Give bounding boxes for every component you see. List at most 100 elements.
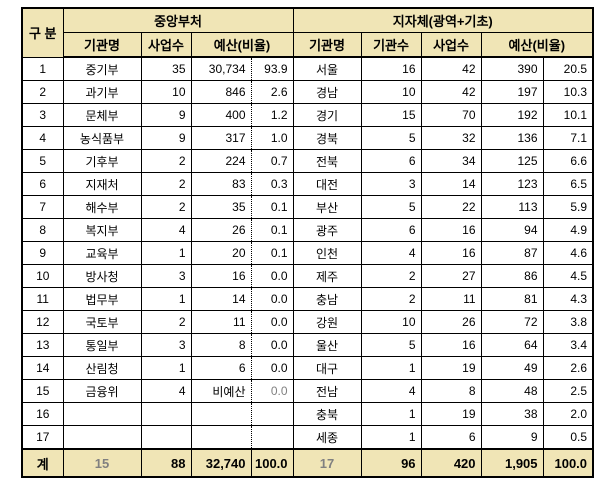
cell-ministry-name: 과기부 [62,80,142,104]
cell-row-number: 17 [21,425,64,450]
cell-region-name: 전북 [292,149,362,173]
total-row: 계 15 88 32,740 100.0 17 96 420 1,905 100… [21,448,594,478]
header-row-columns: 기관명 사업수 예산(비율) 기관명 기관수 사업수 예산(비율) [22,32,594,58]
cell-row-number: 13 [21,333,64,357]
cell-region-orgs: 10 [360,310,422,334]
cell-region-orgs: 3 [360,172,422,196]
cell-ministry-projects: 4 [140,218,192,242]
cell-region-ratio: 10.1 [542,103,594,127]
cell-ministry-ratio: 93.9 [250,56,294,81]
cell-ministry-name: 교육부 [62,241,142,265]
cell-ministry-ratio: 2.6 [250,80,294,104]
cell-region-orgs: 16 [360,56,422,81]
cell-region-ratio: 2.0 [542,402,594,426]
cell-ministry-ratio: 0.1 [250,241,294,265]
local-col-institution: 기관명 [292,32,362,58]
cell-region-budget: 72 [480,310,544,334]
cell-row-number: 16 [21,402,64,426]
cell-region-projects: 19 [420,356,482,380]
total-ministry-projects: 88 [140,448,192,478]
cell-row-number: 15 [21,379,64,403]
cell-ministry-projects: 2 [140,195,192,219]
total-region-budget: 1,905 [480,448,544,478]
cell-ministry-name: 중기부 [62,56,142,81]
total-ministry-ratio: 100.0 [250,448,294,478]
cell-ministry-budget: 846 [190,80,252,104]
cell-ministry-ratio [250,402,294,426]
cell-region-projects: 70 [420,103,482,127]
cell-ministry-projects: 1 [140,241,192,265]
cell-ministry-name: 지재처 [62,172,142,196]
cell-region-ratio: 6.6 [542,149,594,173]
table-row: 1 중기부 35 30,734 93.9 서울 16 42 390 20.5 [21,56,594,81]
cell-row-number: 11 [21,287,64,311]
total-region-ratio: 100.0 [542,448,594,478]
cell-region-orgs: 1 [360,402,422,426]
cell-ministry-budget: 400 [190,103,252,127]
cell-region-name: 인천 [292,241,362,265]
cell-region-ratio: 4.6 [542,241,594,265]
cell-region-ratio: 5.9 [542,195,594,219]
cell-ministry-name [62,402,142,426]
cell-ministry-projects: 3 [140,264,192,288]
cell-region-orgs: 10 [360,80,422,104]
local-col-projects: 사업수 [420,32,482,58]
cell-region-name: 경북 [292,126,362,150]
cell-ministry-name: 기후부 [62,149,142,173]
cell-region-orgs: 6 [360,218,422,242]
cell-region-projects: 26 [420,310,482,334]
cell-region-projects: 8 [420,379,482,403]
budget-summary-table: 구 분 중앙부처 지자체(광역+기초) 기관명 사업수 예산(비율) 기관명 기… [21,7,595,478]
cell-region-budget: 123 [480,172,544,196]
cell-region-ratio: 20.5 [542,56,594,81]
table-footer: 계 15 88 32,740 100.0 17 96 420 1,905 100… [21,448,594,478]
cell-region-orgs: 2 [360,264,422,288]
cell-ministry-name: 국토부 [62,310,142,334]
cell-region-ratio: 7.1 [542,126,594,150]
cell-region-budget: 192 [480,103,544,127]
cell-region-budget: 49 [480,356,544,380]
cell-ministry-budget [190,425,252,450]
cell-region-budget: 87 [480,241,544,265]
cell-ministry-ratio: 0.0 [250,333,294,357]
cell-region-projects: 16 [420,333,482,357]
cell-region-orgs: 15 [360,103,422,127]
cell-ministry-name: 법무부 [62,287,142,311]
cell-ministry-projects [140,425,192,450]
cell-region-ratio: 10.3 [542,80,594,104]
cell-ministry-budget: 11 [190,310,252,334]
cell-region-ratio: 3.8 [542,310,594,334]
cell-ministry-ratio: 0.3 [250,172,294,196]
table-row: 4 농식품부 9 317 1.0 경북 5 32 136 7.1 [21,126,594,150]
header-row-sections: 구 분 중앙부처 지자체(광역+기초) [21,7,594,58]
cell-ministry-projects [140,402,192,426]
corner-header: 구 분 [21,7,64,58]
cell-ministry-ratio: 0.0 [250,310,294,334]
cell-ministry-ratio: 0.0 [250,356,294,380]
cell-region-ratio: 2.5 [542,379,594,403]
total-region-orgs: 96 [360,448,422,478]
cell-row-number: 8 [21,218,64,242]
central-col-institution: 기관명 [62,32,142,58]
cell-region-projects: 11 [420,287,482,311]
cell-ministry-name: 복지부 [62,218,142,242]
cell-region-projects: 16 [420,241,482,265]
cell-row-number: 12 [21,310,64,334]
cell-ministry-name [62,425,142,450]
cell-ministry-budget: 317 [190,126,252,150]
cell-ministry-budget: 35 [190,195,252,219]
cell-ministry-name: 방사청 [62,264,142,288]
cell-region-projects: 27 [420,264,482,288]
cell-region-budget: 38 [480,402,544,426]
cell-ministry-budget: 16 [190,264,252,288]
cell-ministry-budget: 224 [190,149,252,173]
cell-region-budget: 113 [480,195,544,219]
table-header: 구 분 중앙부처 지자체(광역+기초) 기관명 사업수 예산(비율) 기관명 기… [21,7,594,58]
cell-ministry-projects: 2 [140,310,192,334]
table-row: 7 해수부 2 35 0.1 부산 5 22 113 5.9 [21,195,594,219]
table-row: 9 교육부 1 20 0.1 인천 4 16 87 4.6 [21,241,594,265]
cell-row-number: 2 [21,80,64,104]
cell-region-orgs: 4 [360,241,422,265]
cell-region-ratio: 0.5 [542,425,594,450]
local-section-header: 지자체(광역+기초) [292,7,594,33]
